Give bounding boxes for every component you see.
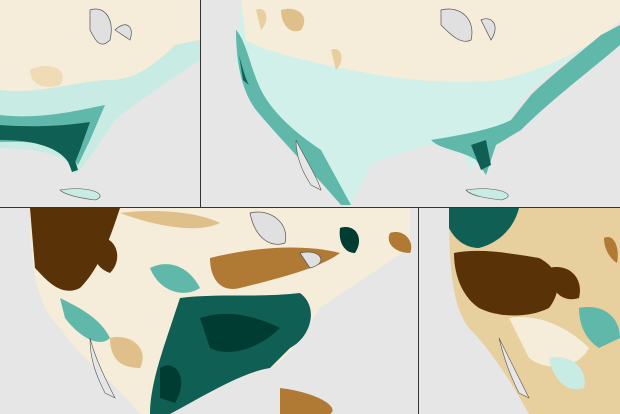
top-right-map <box>201 0 620 207</box>
vertical-divider-bottom <box>418 208 419 414</box>
bottom-right-map <box>419 208 620 414</box>
horizontal-divider <box>0 207 620 208</box>
bottom-left-map <box>0 208 418 414</box>
top-left-map <box>0 0 200 207</box>
vertical-divider-top <box>200 0 201 207</box>
